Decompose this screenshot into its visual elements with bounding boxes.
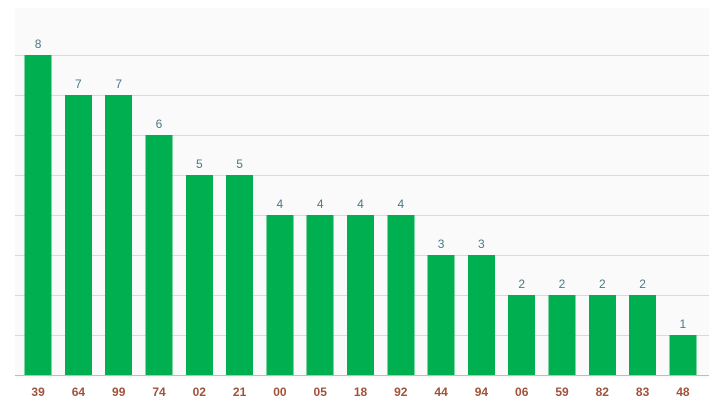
data-label-44: 3 (438, 237, 445, 251)
data-label-83: 2 (639, 277, 646, 291)
x-tick-label-99: 99 (112, 385, 126, 399)
x-tick-label-94: 94 (475, 385, 489, 399)
bar-02 (185, 175, 213, 375)
x-tick-label-39: 39 (31, 385, 45, 399)
bar-21 (226, 175, 254, 375)
data-label-94: 3 (478, 237, 485, 251)
data-label-48: 1 (680, 317, 687, 331)
x-tick-label-44: 44 (434, 385, 448, 399)
x-tick-label-64: 64 (72, 385, 86, 399)
x-tick-label-48: 48 (676, 385, 690, 399)
bar-64 (64, 95, 92, 375)
x-tick-label-92: 92 (394, 385, 408, 399)
data-label-59: 2 (559, 277, 566, 291)
bar-59 (548, 295, 576, 375)
x-tick-label-82: 82 (596, 385, 610, 399)
data-label-82: 2 (599, 277, 606, 291)
bar-00 (266, 215, 294, 375)
bar-99 (105, 95, 133, 375)
x-tick-label-02: 02 (193, 385, 207, 399)
data-label-64: 7 (75, 77, 82, 91)
data-label-21: 5 (236, 157, 243, 171)
data-labels: 8 7 7 6 5 5 4 4 4 4 3 3 2 2 2 2 1 (35, 37, 687, 331)
x-tick-label-21: 21 (233, 385, 247, 399)
bar-05 (306, 215, 334, 375)
bar-18 (347, 215, 374, 375)
data-label-18: 4 (357, 197, 364, 211)
bar-83 (629, 295, 657, 375)
x-tick-label-59: 59 (555, 385, 569, 399)
data-label-74: 6 (156, 117, 163, 131)
bar-82 (588, 295, 616, 375)
data-label-05: 4 (317, 197, 324, 211)
x-tick-label-74: 74 (152, 385, 166, 399)
bar-06 (508, 295, 536, 375)
bar-44 (427, 255, 455, 375)
bar-48 (669, 335, 697, 375)
x-tick-label-05: 05 (314, 385, 328, 399)
bar-94 (467, 255, 495, 375)
x-tick-label-00: 00 (273, 385, 287, 399)
data-label-92: 4 (397, 197, 404, 211)
data-label-00: 4 (277, 197, 284, 211)
data-label-02: 5 (196, 157, 203, 171)
x-axis-tick-labels: 39 64 99 74 02 21 00 05 18 92 44 94 06 59 82 83 48 (31, 385, 689, 399)
bars (24, 55, 697, 375)
bar-39 (24, 55, 52, 375)
x-tick-label-06: 06 (515, 385, 529, 399)
bar-74 (145, 135, 173, 375)
x-tick-label-18: 18 (354, 385, 368, 399)
x-tick-label-83: 83 (636, 385, 650, 399)
data-label-06: 2 (518, 277, 525, 291)
data-label-39: 8 (35, 37, 42, 51)
bar-92 (387, 215, 415, 375)
data-label-99: 7 (115, 77, 122, 91)
